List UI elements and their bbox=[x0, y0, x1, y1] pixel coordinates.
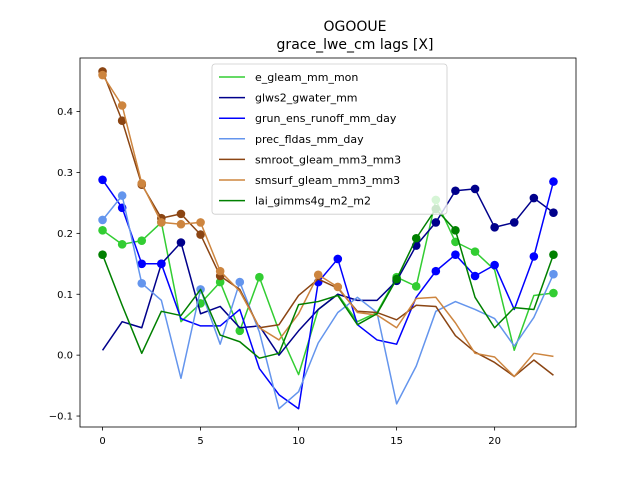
legend-label: glws2_gwater_mm bbox=[255, 92, 358, 105]
plot-frame bbox=[79, 57, 577, 428]
data-point bbox=[451, 186, 460, 196]
data-point bbox=[157, 218, 166, 227]
data-point bbox=[137, 279, 147, 288]
data-point bbox=[98, 215, 107, 225]
data-point bbox=[215, 277, 225, 287]
data-point bbox=[549, 208, 558, 217]
data-point bbox=[176, 219, 186, 229]
data-point bbox=[137, 179, 147, 188]
data-point bbox=[313, 270, 323, 280]
data-point bbox=[509, 218, 519, 227]
data-point bbox=[98, 175, 107, 185]
y-tick-label: 0.2 bbox=[57, 229, 73, 240]
series-prec_fldas_mm_day bbox=[98, 191, 558, 410]
data-point bbox=[333, 282, 343, 292]
data-point bbox=[215, 266, 225, 276]
data-point bbox=[549, 269, 558, 279]
x-tick-label: 10 bbox=[292, 436, 305, 447]
data-point bbox=[431, 218, 441, 227]
data-point bbox=[392, 274, 401, 284]
data-point bbox=[98, 70, 107, 80]
y-tick-label: 0.0 bbox=[57, 351, 73, 362]
data-point bbox=[431, 266, 441, 276]
data-point bbox=[490, 222, 499, 232]
y-tick-label: 0.4 bbox=[57, 107, 73, 118]
legend-label: grun_ens_runoff_mm_day bbox=[255, 112, 397, 125]
chart-title: OGOOUE bbox=[324, 19, 387, 35]
data-point bbox=[549, 250, 558, 259]
data-point bbox=[117, 240, 127, 249]
data-point bbox=[157, 259, 166, 269]
legend-label: smroot_gleam_mm3_mm3 bbox=[255, 153, 401, 166]
legend-label: e_gleam_mm_mon bbox=[255, 71, 358, 84]
series-layer bbox=[98, 67, 558, 410]
data-point bbox=[529, 193, 539, 203]
data-point bbox=[196, 230, 205, 239]
data-point bbox=[117, 116, 127, 126]
data-point bbox=[549, 288, 558, 298]
x-tick-label: 20 bbox=[488, 436, 501, 447]
data-point bbox=[411, 282, 421, 291]
legend-label: smsurf_gleam_mm3_mm3 bbox=[255, 174, 400, 187]
data-point bbox=[117, 191, 127, 200]
data-point bbox=[196, 218, 205, 227]
data-point bbox=[137, 236, 147, 245]
data-point bbox=[451, 250, 460, 259]
legend: e_gleam_mm_mon glws2_gwater_mm grun_ens_ru… bbox=[211, 63, 448, 215]
data-point bbox=[411, 233, 421, 243]
y-tick-label: −0.1 bbox=[49, 412, 73, 423]
series-line bbox=[101, 188, 554, 356]
x-tick-label: 15 bbox=[390, 436, 403, 447]
data-point bbox=[137, 259, 147, 269]
data-point bbox=[549, 177, 558, 186]
x-tick-label: 0 bbox=[99, 436, 105, 447]
series-smsurf_gleam_mm3_mm3 bbox=[98, 70, 554, 378]
legend-box bbox=[211, 63, 448, 215]
data-point bbox=[490, 260, 499, 270]
legend-label: lai_gimms4g_m2_m2 bbox=[255, 195, 371, 208]
y-tick-label: 0.3 bbox=[57, 168, 73, 179]
data-point bbox=[176, 209, 186, 219]
series-lai_gimms4g_m2_m2 bbox=[98, 204, 558, 359]
data-point bbox=[470, 247, 480, 256]
data-point bbox=[470, 271, 480, 281]
series-line bbox=[101, 208, 555, 359]
data-point bbox=[333, 254, 343, 264]
series-line bbox=[101, 194, 555, 410]
y-tick-label: 0.1 bbox=[57, 290, 73, 301]
data-point bbox=[235, 277, 245, 287]
data-point bbox=[529, 252, 539, 261]
data-point bbox=[98, 226, 107, 235]
data-point bbox=[98, 250, 107, 259]
data-point bbox=[235, 326, 245, 336]
data-point bbox=[117, 101, 127, 110]
data-point bbox=[451, 226, 460, 235]
series-grun_ens_runoff_mm_day bbox=[98, 175, 558, 410]
axes-layer: 0 5 10 15 20 −0.1 0.0 0.1 0.2 0.3 0.4 bbox=[49, 57, 577, 447]
data-point bbox=[176, 238, 186, 247]
x-tick-label: 5 bbox=[197, 436, 203, 447]
data-point bbox=[255, 272, 264, 282]
legend-label: prec_fldas_mm_day bbox=[255, 133, 364, 146]
data-point bbox=[470, 184, 480, 194]
chart-subtitle: grace_lwe_cm lags [X] bbox=[277, 37, 434, 53]
